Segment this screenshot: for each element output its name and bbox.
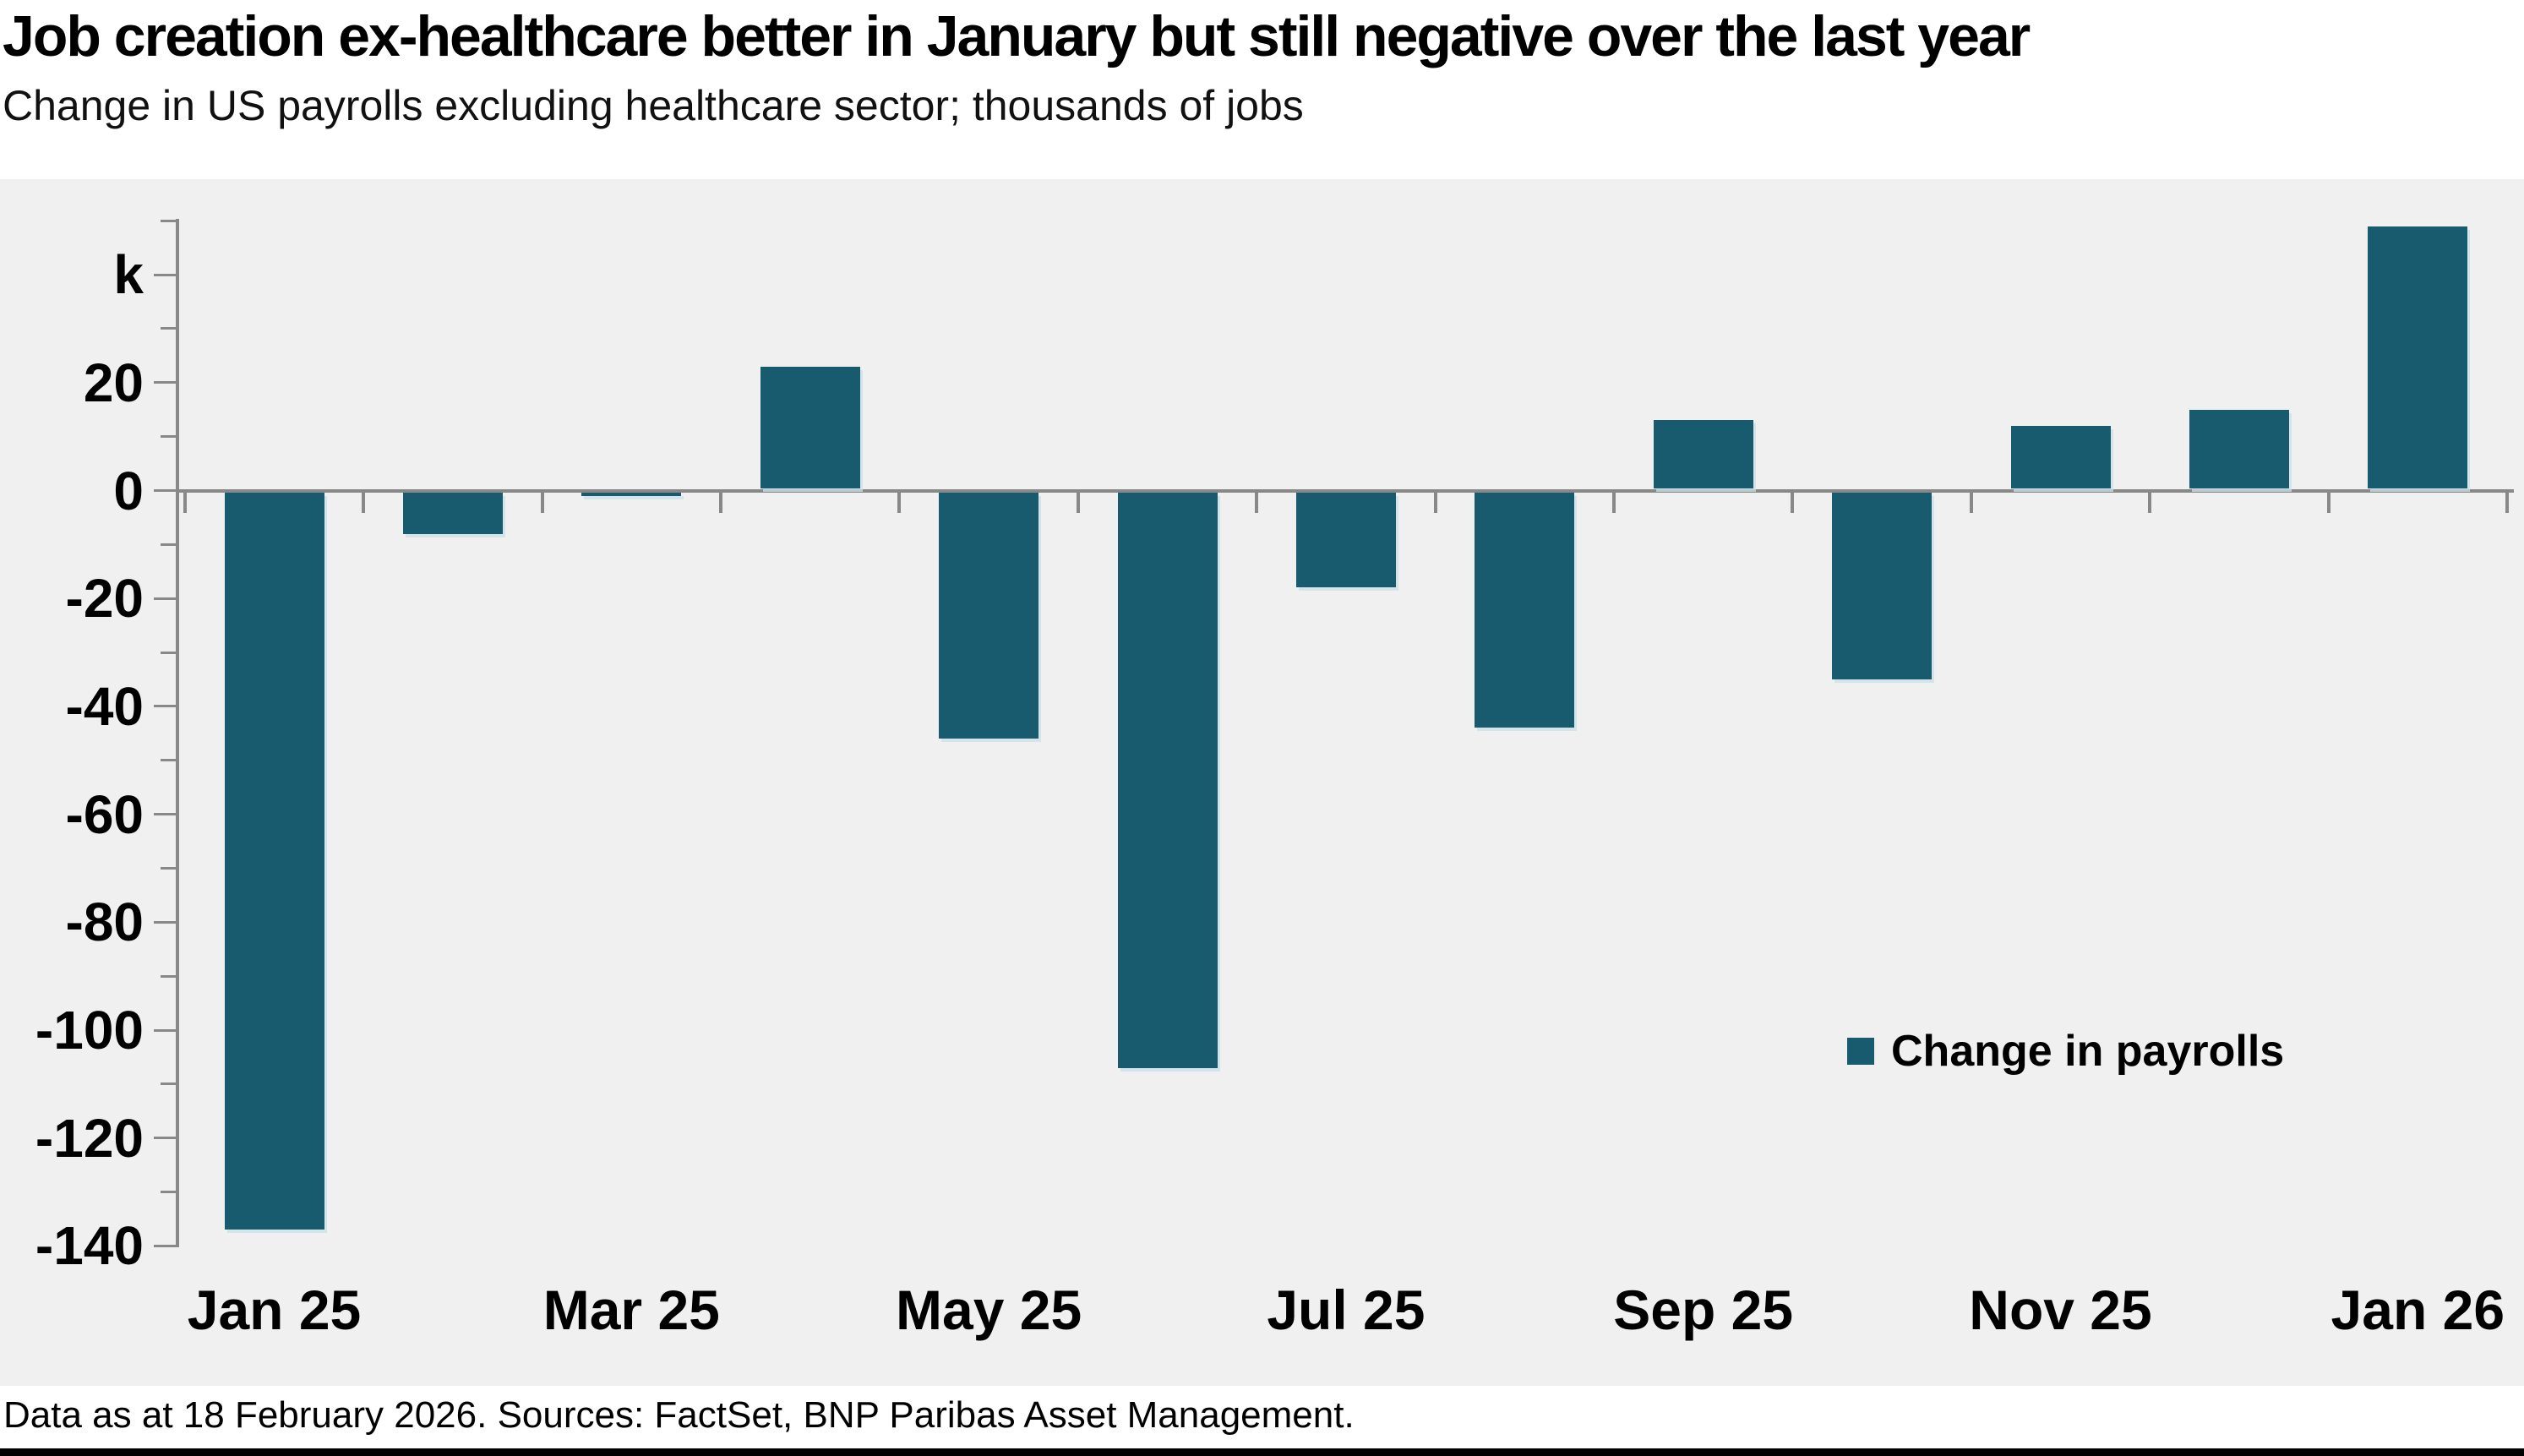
bar-apr-25	[760, 366, 860, 489]
y-axis-label: 20	[83, 352, 144, 413]
chart-title: Job creation ex-healthcare better in Jan…	[3, 4, 2031, 68]
y-axis-major-tick	[154, 1244, 176, 1247]
x-axis-label: Mar 25	[542, 1279, 720, 1341]
x-axis-tick	[1791, 492, 1795, 513]
zero-baseline	[178, 488, 2514, 493]
x-axis-label: Nov 25	[1969, 1279, 2152, 1341]
chart-subtitle: Change in US payrolls excluding healthca…	[3, 82, 1304, 129]
y-axis-major-tick	[154, 705, 176, 708]
y-axis-minor-tick	[161, 219, 176, 222]
x-axis-label: May 25	[896, 1279, 1082, 1341]
y-axis-label: k	[113, 244, 144, 306]
x-axis-tick	[719, 492, 722, 513]
bar-aug-25	[1475, 492, 1575, 728]
x-axis-tick	[2148, 492, 2152, 513]
legend-swatch	[1847, 1038, 1874, 1065]
y-axis-label: -140	[35, 1215, 144, 1277]
bar-dec-25	[2189, 409, 2289, 489]
x-axis-tick	[1076, 492, 1080, 513]
bar-jan-25	[224, 492, 324, 1230]
y-axis-label: -120	[35, 1107, 144, 1169]
x-axis-tick	[540, 492, 544, 513]
y-axis-minor-tick	[161, 759, 176, 762]
bar-nov-25	[2010, 425, 2111, 489]
y-axis-minor-tick	[161, 1082, 176, 1086]
bar-sep-25	[1653, 420, 1753, 489]
bar-may-25	[939, 492, 1039, 739]
bar-mar-25	[581, 492, 682, 496]
y-axis-major-tick	[154, 489, 176, 492]
y-axis-label: -20	[65, 568, 144, 630]
bar-feb-25	[402, 492, 503, 534]
chart-plot-area: k 20 0 -20 -40 -60 -80 -100 -120 -140 Jan 25 Mar 25…	[0, 179, 2524, 1386]
x-axis-tick	[1433, 492, 1437, 513]
legend: Change in payrolls	[1847, 1024, 2284, 1078]
y-axis-minor-tick	[161, 435, 176, 439]
y-axis-label: 0	[113, 460, 144, 521]
y-axis-label: -80	[65, 892, 144, 953]
legend-label: Change in payrolls	[1891, 1027, 2285, 1076]
x-axis-tick	[1255, 492, 1259, 513]
y-axis-minor-tick	[161, 651, 176, 654]
x-axis-label: Jul 25	[1267, 1279, 1426, 1341]
footer-note: Data as at 18 February 2026. Sources: Fa…	[3, 1394, 1355, 1436]
y-axis-major-tick	[154, 1028, 176, 1032]
y-axis-major-tick	[154, 597, 176, 600]
x-axis-tick	[362, 492, 366, 513]
plot-panel: k 20 0 -20 -40 -60 -80 -100 -120 -140 Jan 25 Mar 25…	[0, 179, 2524, 1386]
x-axis-tick	[897, 492, 902, 513]
x-axis-tick	[183, 492, 187, 513]
x-axis-tick	[1612, 492, 1616, 513]
y-axis-label: -40	[65, 675, 144, 737]
y-axis-major-tick	[154, 1137, 176, 1140]
y-axis-minor-tick	[161, 974, 176, 978]
y-axis-major-tick	[154, 813, 176, 816]
y-axis-label: -100	[35, 1000, 144, 1061]
x-axis-label: Sep 25	[1613, 1279, 1794, 1341]
y-axis-major-tick	[154, 273, 176, 276]
y-axis-major-tick	[154, 920, 176, 924]
x-axis-label: Jan 25	[187, 1279, 362, 1341]
x-axis-tick	[1969, 492, 1973, 513]
bar-jun-25	[1117, 492, 1218, 1068]
x-axis-label: Jan 26	[2330, 1279, 2505, 1341]
y-axis-minor-tick	[161, 327, 176, 330]
y-axis-minor-tick	[161, 1191, 176, 1194]
x-axis-tick	[2326, 492, 2330, 513]
y-axis-label: -60	[65, 783, 144, 845]
y-axis-minor-tick	[161, 543, 176, 546]
y-axis-minor-tick	[161, 866, 176, 870]
x-axis-tick	[2505, 492, 2509, 513]
bottom-rule	[0, 1448, 2524, 1456]
bar-jan-26	[2368, 226, 2468, 489]
bar-oct-25	[1832, 492, 1933, 679]
y-axis-major-tick	[154, 381, 176, 384]
y-axis-line	[176, 219, 179, 1248]
bar-jul-25	[1295, 492, 1396, 588]
